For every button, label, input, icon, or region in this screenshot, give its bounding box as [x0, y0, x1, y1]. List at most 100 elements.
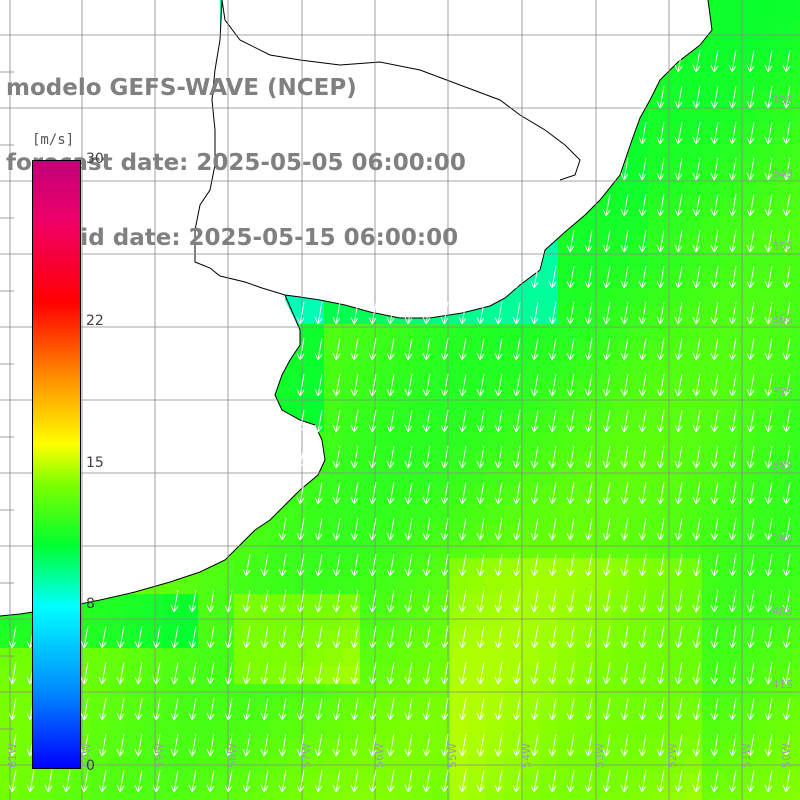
wind-arrow [782, 157, 791, 181]
wind-speed-cell [738, 306, 756, 324]
wind-speed-cell [108, 666, 126, 684]
wind-arrow [80, 769, 89, 793]
wind-speed-cell [396, 720, 414, 738]
wind-arrow [422, 409, 431, 433]
wind-speed-cell [486, 432, 504, 450]
wind-speed-cell [666, 486, 684, 504]
wind-arrow [764, 301, 773, 325]
wind-speed-cell [486, 468, 504, 486]
wind-speed-cell [576, 504, 594, 522]
wind-speed-cell [738, 270, 756, 288]
wind-arrow [332, 409, 341, 433]
wind-speed-cell [288, 684, 306, 702]
wind-speed-cell [90, 666, 108, 684]
wind-arrow [746, 229, 755, 253]
wind-arrow [692, 661, 701, 685]
wind-arrow [692, 553, 701, 577]
wind-speed-cell [216, 702, 234, 720]
wind-speed-cell [630, 648, 648, 666]
wind-speed-cell [792, 342, 800, 360]
wind-speed-cell [216, 612, 234, 630]
wind-speed-cell [774, 252, 792, 270]
wind-speed-cell [738, 558, 756, 576]
wind-arrow [638, 517, 647, 541]
wind-arrow [350, 625, 359, 649]
wind-speed-cell [522, 288, 540, 306]
wind-speed-cell [540, 414, 558, 432]
wind-speed-cell [558, 702, 576, 720]
wind-speed-cell [774, 450, 792, 468]
wind-speed-cell [792, 576, 800, 594]
wind-arrow [764, 697, 773, 721]
wind-arrow [512, 265, 521, 289]
wind-speed-cell [486, 594, 504, 612]
wind-speed-cell [594, 522, 612, 540]
wind-speed-cell [648, 252, 666, 270]
wind-arrow [314, 769, 323, 793]
wind-arrow [566, 409, 575, 433]
wind-arrow [386, 481, 395, 505]
wind-speed-cell [630, 612, 648, 630]
wind-speed-cell [738, 234, 756, 252]
wind-arrow [692, 301, 701, 325]
wind-speed-cell [288, 612, 306, 630]
wind-speed-cell [306, 324, 324, 342]
wind-speed-cell [180, 666, 198, 684]
wind-speed-cell [486, 486, 504, 504]
wind-speed-cell [216, 648, 234, 666]
wind-arrow [782, 49, 791, 73]
wind-speed-cell [576, 738, 594, 756]
wind-arrow [296, 517, 305, 541]
wind-speed-cell [630, 630, 648, 648]
wind-speed-cell [594, 198, 612, 216]
wind-arrow [440, 697, 449, 721]
wind-speed-cell [684, 288, 702, 306]
wind-speed-cell [450, 342, 468, 360]
wind-speed-cell [774, 414, 792, 432]
wind-speed-cell [702, 702, 720, 720]
wind-arrow [404, 733, 413, 757]
wind-speed-cell [792, 0, 800, 18]
wind-speed-cell [144, 792, 162, 800]
wind-arrow [260, 769, 269, 793]
wind-speed-cell [594, 666, 612, 684]
wind-arrow [332, 301, 341, 325]
wind-arrow [692, 697, 701, 721]
wind-speed-cell [792, 144, 800, 162]
wind-speed-cell [522, 738, 540, 756]
wind-speed-cell [270, 684, 288, 702]
wind-arrow [422, 481, 431, 505]
wind-speed-cell [450, 540, 468, 558]
wind-arrow [656, 373, 665, 397]
wind-arrow [692, 229, 701, 253]
wind-arrow [764, 733, 773, 757]
wind-speed-cell [306, 558, 324, 576]
wind-arrow [296, 337, 305, 361]
wind-arrow [188, 733, 197, 757]
wind-arrow [692, 517, 701, 541]
wind-speed-cell [630, 162, 648, 180]
wind-arrow [170, 625, 179, 649]
wind-arrow [404, 589, 413, 613]
wind-speed-cell [540, 468, 558, 486]
wind-arrow [512, 409, 521, 433]
wind-speed-cell [108, 594, 126, 612]
wind-speed-cell [792, 180, 800, 198]
wind-speed-cell [702, 540, 720, 558]
wind-speed-cell [612, 414, 630, 432]
wind-speed-cell [594, 378, 612, 396]
wind-arrow [350, 373, 359, 397]
wind-arrow [782, 193, 791, 217]
wind-speed-cell [432, 792, 450, 800]
wind-speed-cell [666, 702, 684, 720]
wind-speed-cell [324, 594, 342, 612]
wind-speed-cell [630, 270, 648, 288]
wind-speed-cell [522, 648, 540, 666]
wind-speed-cell [612, 252, 630, 270]
wind-speed-cell [666, 720, 684, 738]
wind-speed-cell [774, 666, 792, 684]
wind-arrow [404, 373, 413, 397]
wind-arrow [8, 661, 17, 685]
wind-arrow [494, 301, 503, 325]
